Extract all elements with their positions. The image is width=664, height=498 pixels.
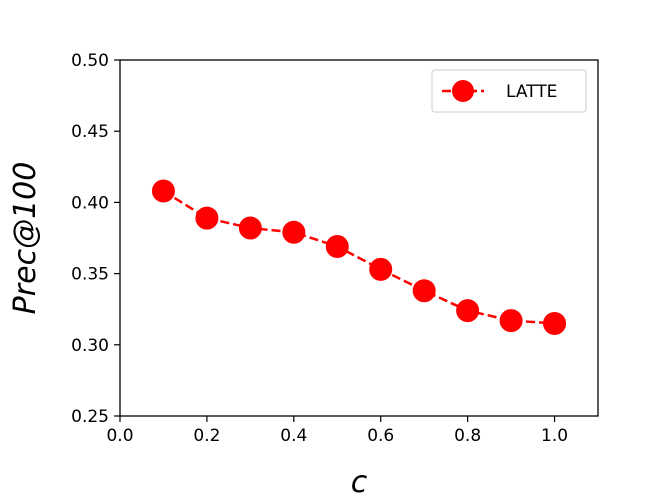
- data-point: [238, 216, 262, 240]
- plot-frame: [119, 59, 599, 417]
- x-tick-label: 0.6: [367, 426, 394, 446]
- y-tick-label: 0.50: [71, 51, 109, 71]
- legend-label: LATTE: [506, 82, 557, 102]
- y-tick-label: 0.35: [71, 265, 109, 285]
- data-point: [499, 309, 523, 333]
- x-tick-label: 0.2: [193, 426, 220, 446]
- data-point: [195, 206, 219, 230]
- data-point: [543, 311, 567, 335]
- y-axis-label: Prec@100: [8, 162, 43, 315]
- y-tick-label: 0.30: [71, 336, 109, 356]
- data-point: [412, 279, 436, 303]
- plot-area: [151, 179, 567, 335]
- data-point: [325, 235, 349, 259]
- legend-frame: [431, 69, 587, 113]
- data-point: [369, 257, 393, 281]
- x-axis-label: c: [351, 465, 368, 498]
- legend-marker: [452, 80, 474, 102]
- data-point: [151, 179, 175, 203]
- x-tick-label: 0.8: [454, 426, 481, 446]
- axis-ticks: 0.0 0.2 0.4 0.6 0.8 1.0 0.25 0.30 0.35 0.40 0.45 0.…: [71, 51, 568, 446]
- y-tick-label: 0.25: [71, 407, 109, 427]
- data-point: [456, 299, 480, 323]
- series-line: [162, 189, 555, 325]
- data-point: [282, 220, 306, 244]
- x-tick-label: 0.0: [106, 426, 133, 446]
- y-tick-label: 0.45: [71, 122, 109, 142]
- legend: LATTE: [431, 69, 587, 113]
- y-tick-label: 0.40: [71, 193, 109, 213]
- x-tick-label: 1.0: [541, 426, 568, 446]
- x-tick-label: 0.4: [280, 426, 307, 446]
